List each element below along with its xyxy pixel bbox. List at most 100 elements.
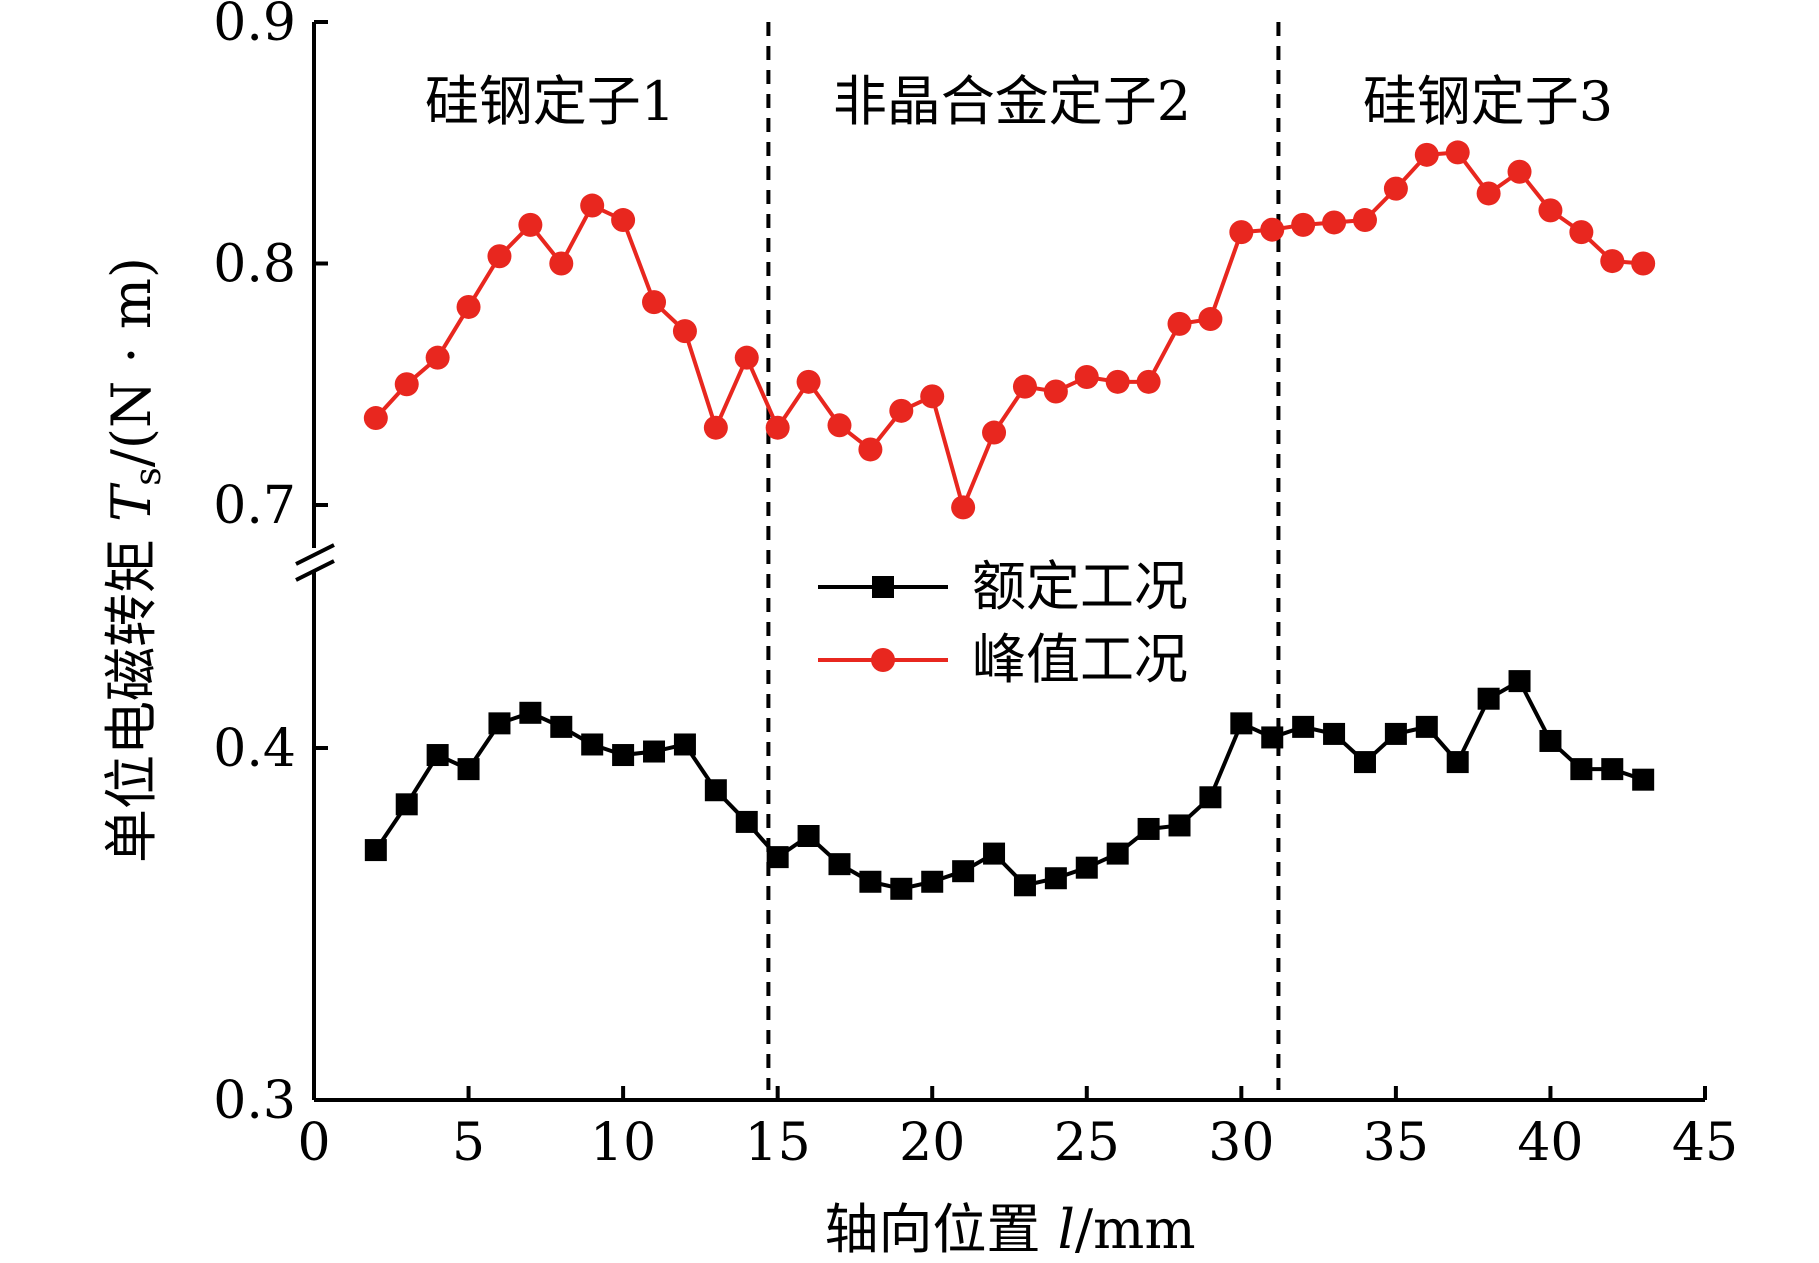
region-label-3: 硅钢定子3 [1363, 70, 1613, 133]
data-point-peak [487, 244, 512, 269]
x-axis-title-unit: /mm [1075, 1198, 1196, 1261]
data-point-rated [1013, 874, 1036, 897]
data-point-rated [673, 733, 696, 756]
region-label-2: 非晶合金定子2 [833, 70, 1191, 133]
data-point-peak [920, 384, 945, 409]
x-tick-label: 30 [1208, 1113, 1274, 1173]
data-point-rated [457, 758, 480, 781]
legend-label-rated: 额定工况 [972, 555, 1188, 618]
y-tick-label: 0.3 [213, 1071, 296, 1131]
legend: 额定工况 峰值工况 [818, 555, 1188, 691]
data-point-rated [1044, 867, 1067, 890]
data-point-rated [364, 839, 387, 862]
divider-layer [766, 22, 1281, 1090]
data-point-rated [395, 793, 418, 816]
data-point-rated [1446, 751, 1469, 774]
series-line-2 [374, 150, 1644, 510]
ticks-layer: 0 5 10 15 20 25 30 35 40 45 0.3 0.4 0.7 0.8 0.9 [213, 0, 1738, 1173]
data-point-peak [1383, 176, 1408, 201]
data-point-peak [1229, 220, 1254, 245]
data-point-rated [1230, 712, 1253, 735]
data-point-rated [643, 740, 666, 763]
data-point-peak [734, 345, 759, 370]
data-point-peak [1105, 369, 1130, 394]
data-point-peak [1445, 140, 1470, 165]
data-point-peak [580, 193, 605, 218]
data-point-rated [1384, 722, 1407, 745]
data-point-rated [797, 825, 820, 847]
data-point-peak [1012, 374, 1037, 399]
data-point-peak [827, 413, 852, 438]
data-point-peak [1291, 212, 1316, 237]
data-point-rated [921, 870, 944, 893]
data-point-rated [1292, 715, 1315, 738]
data-point-rated [704, 779, 727, 802]
data-point-rated [1075, 856, 1098, 879]
data-point-peak [1538, 198, 1563, 223]
data-point-peak [1322, 210, 1347, 235]
data-point-peak [1043, 379, 1068, 404]
data-point-peak [394, 372, 419, 397]
y-axis-title-name: 单位电磁转矩 [100, 522, 163, 863]
data-point-peak [672, 319, 697, 344]
x-tick-label: 25 [1054, 1113, 1120, 1173]
data-point-peak [1167, 311, 1192, 336]
x-axis-title: 轴向位置 l/mm [824, 1198, 1195, 1261]
data-point-rated [735, 810, 758, 833]
x-axis-title-name: 轴向位置 [824, 1198, 1057, 1261]
x-tick-label: 15 [745, 1113, 811, 1173]
data-point-peak [1414, 142, 1439, 167]
data-point-peak [1136, 369, 1161, 394]
data-point-peak [796, 369, 821, 394]
data-point-peak [456, 294, 481, 319]
data-point-rated [1199, 786, 1222, 809]
data-point-rated [1539, 729, 1562, 752]
y-tick-label: 0.9 [213, 0, 296, 53]
data-point-rated [1632, 768, 1655, 791]
data-point-peak [982, 420, 1007, 445]
x-tick-label: 20 [899, 1113, 965, 1173]
legend-marker-peak [871, 648, 895, 672]
data-point-rated [952, 860, 975, 883]
data-point-peak [1569, 220, 1594, 245]
data-point-peak [1631, 251, 1656, 276]
data-point-rated [1508, 670, 1531, 693]
data-point-peak [549, 251, 574, 276]
data-point-rated [1261, 726, 1284, 749]
data-point-rated [828, 853, 851, 876]
y-tick-label: 0.8 [213, 235, 296, 295]
data-point-rated [859, 870, 882, 893]
data-point-rated [1137, 817, 1160, 840]
data-point-rated [1106, 842, 1129, 865]
data-point-peak [1352, 208, 1377, 233]
data-point-peak [642, 290, 667, 315]
y-axis-title: 单位电磁转矩 Ts/(N · m) [100, 257, 169, 863]
data-point-rated [766, 846, 789, 869]
data-point-rated [1323, 722, 1346, 745]
data-point-peak [951, 495, 976, 520]
data-point-peak [1476, 181, 1501, 206]
y-axis-title-sub: s [128, 467, 169, 485]
x-axis-title-symbol: l [1058, 1198, 1075, 1261]
data-point-peak [425, 345, 450, 370]
x-tick-label: 45 [1672, 1113, 1738, 1173]
y-axis-break-marks [295, 543, 335, 582]
y-tick-label: 0.7 [213, 476, 296, 536]
y-tick-label: 0.4 [213, 719, 296, 779]
x-tick-label: 0 [297, 1113, 330, 1173]
data-point-peak [703, 415, 728, 440]
data-point-peak [518, 212, 543, 237]
data-point-rated [983, 842, 1006, 865]
data-point-peak [611, 208, 636, 233]
x-tick-label: 5 [452, 1113, 485, 1173]
data-point-rated [426, 744, 449, 767]
data-point-rated [581, 733, 604, 756]
y-axis-title-unit: /(N · m) [100, 257, 163, 467]
data-point-rated [1168, 814, 1191, 837]
data-point-rated [890, 877, 913, 900]
legend-marker-rated [872, 576, 894, 598]
x-tick-label: 40 [1517, 1113, 1583, 1173]
data-point-peak [765, 415, 790, 440]
data-point-rated [488, 712, 511, 735]
